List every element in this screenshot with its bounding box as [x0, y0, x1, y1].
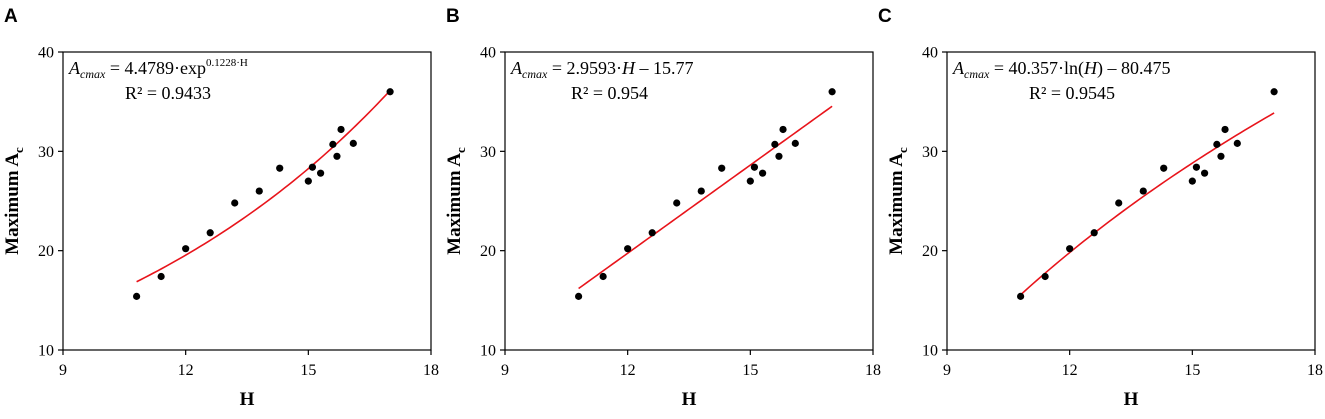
- r-squared: R² = 0.954: [571, 83, 648, 103]
- data-point: [317, 169, 325, 177]
- data-point: [1066, 245, 1074, 253]
- data-point: [624, 245, 632, 253]
- fit-equation: Acmax = 2.9593·H – 15.77: [510, 58, 693, 81]
- fit-equation: Acmax = 4.4789·exp0.1228·H: [68, 57, 248, 81]
- data-point: [1090, 229, 1098, 237]
- y-tick-label: 10: [922, 343, 938, 360]
- data-point: [1188, 177, 1196, 185]
- x-tick-label: 9: [59, 362, 67, 379]
- x-tick-label: 18: [1307, 362, 1323, 379]
- data-point: [828, 88, 836, 96]
- data-point: [697, 187, 705, 195]
- data-point: [718, 164, 726, 172]
- fit-line: [136, 89, 391, 283]
- data-point: [1217, 152, 1225, 160]
- data-point: [304, 177, 312, 185]
- plot-frame: [946, 51, 1316, 351]
- x-tick-label: 12: [178, 362, 194, 379]
- data-point: [1201, 169, 1209, 177]
- data-point: [1270, 88, 1278, 96]
- y-tick-label: 30: [38, 144, 54, 161]
- x-tick-label: 15: [742, 362, 758, 379]
- x-tick-label: 9: [501, 362, 509, 379]
- data-point: [1017, 292, 1025, 300]
- data-point: [308, 163, 317, 171]
- y-tick-label: 20: [38, 243, 54, 260]
- data-point: [746, 177, 754, 185]
- y-tick-label: 10: [480, 343, 496, 360]
- data-point: [1160, 164, 1168, 172]
- panel-letter: B: [446, 6, 460, 27]
- panel-c: C 10 20 30 40 9 12 15 18 H Maximum Ac Acmax = 40.35…: [878, 6, 1323, 410]
- x-axis-label: H: [1124, 389, 1139, 410]
- panel-letter: A: [4, 6, 18, 27]
- x-tick-label: 18: [423, 362, 439, 379]
- x-tick-label: 15: [300, 362, 316, 379]
- r-squared: R² = 0.9545: [1029, 83, 1115, 103]
- panel-a: A 10 20 30 40 9 12 15 18 H Maximum Ac Acmax = 4.478…: [2, 6, 439, 410]
- data-point: [1233, 139, 1241, 147]
- x-axis-label: H: [682, 389, 697, 410]
- x-tick-label: 9: [943, 362, 951, 379]
- data-point: [771, 140, 779, 148]
- x-tick-label: 12: [620, 362, 636, 379]
- data-point: [1213, 140, 1221, 148]
- data-point: [575, 292, 583, 300]
- data-point: [759, 169, 767, 177]
- y-tick-label: 40: [922, 45, 938, 62]
- data-point: [276, 164, 284, 172]
- data-point: [1115, 199, 1123, 207]
- data-point: [386, 88, 394, 96]
- data-point: [1192, 163, 1201, 171]
- y-tick-label: 20: [480, 243, 496, 260]
- plot-frame: [62, 51, 432, 351]
- x-tick-label: 12: [1062, 362, 1078, 379]
- fit-line: [578, 105, 833, 290]
- data-point: [329, 140, 337, 148]
- data-point: [1041, 272, 1049, 281]
- fit-line: [1020, 112, 1275, 296]
- data-point: [750, 163, 759, 171]
- y-tick-label: 40: [480, 45, 496, 62]
- data-point: [133, 292, 141, 300]
- data-point: [255, 187, 263, 195]
- data-point: [337, 125, 345, 134]
- data-point: [349, 139, 357, 147]
- data-point: [1139, 187, 1147, 195]
- r-squared: R² = 0.9433: [125, 83, 211, 103]
- data-point: [648, 229, 656, 237]
- data-point: [157, 272, 165, 281]
- y-tick-label: 10: [38, 343, 54, 360]
- data-point: [673, 199, 681, 207]
- panel-letter: C: [878, 6, 892, 27]
- y-tick-label: 30: [480, 144, 496, 161]
- data-point: [1221, 125, 1229, 134]
- y-axis-label: Maximum Ac: [444, 147, 468, 255]
- y-axis-label: Maximum Ac: [2, 147, 26, 255]
- x-tick-label: 18: [865, 362, 881, 379]
- fit-equation: Acmax = 40.357·ln(H) – 80.475: [952, 58, 1170, 81]
- data-point: [779, 125, 787, 134]
- plot-frame: [504, 51, 874, 351]
- data-point: [599, 272, 607, 281]
- data-point: [231, 199, 239, 207]
- y-tick-label: 30: [922, 144, 938, 161]
- y-tick-label: 20: [922, 243, 938, 260]
- data-point: [791, 139, 799, 147]
- data-point: [206, 229, 214, 237]
- y-tick-label: 40: [38, 45, 54, 62]
- x-axis-label: H: [240, 389, 255, 410]
- data-point: [775, 152, 783, 160]
- y-axis-label: Maximum Ac: [886, 147, 910, 255]
- data-point: [333, 152, 341, 160]
- x-tick-label: 15: [1184, 362, 1200, 379]
- data-point: [182, 245, 190, 253]
- panel-b: B 10 20 30 40 9 12 15 18 H Maximum Ac Acmax = 2.959…: [444, 6, 881, 410]
